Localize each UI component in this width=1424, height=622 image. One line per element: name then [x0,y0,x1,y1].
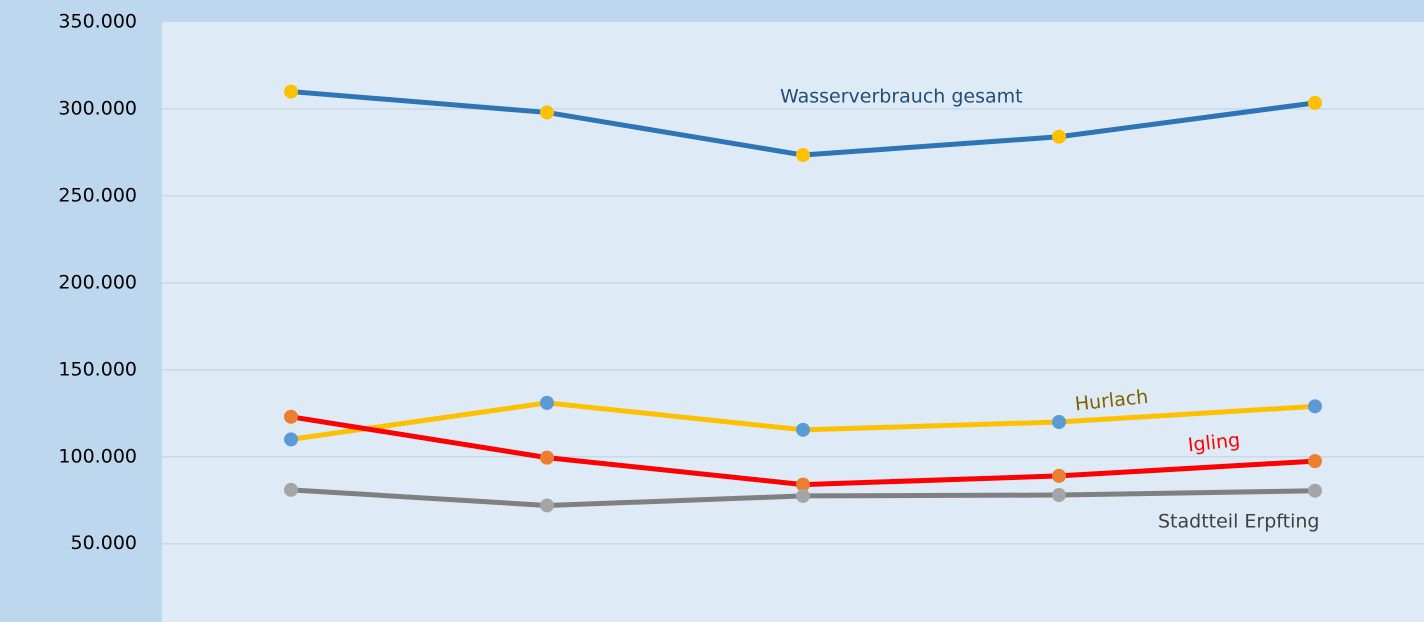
point [796,477,810,492]
y-tick-label: 300.000 [58,97,137,119]
point [284,409,298,424]
point [1308,483,1322,498]
point [796,488,810,503]
point [540,498,554,513]
point [1308,454,1322,469]
y-tick-label: 250.000 [58,184,137,206]
point [1308,95,1322,110]
series-label: Wasserverbrauch gesamt [780,86,1023,108]
point [796,148,810,163]
point [284,482,298,497]
point [1052,129,1066,144]
plot-area [162,22,1424,622]
point [540,450,554,465]
y-tick-label: 100.000 [58,445,137,467]
y-tick-label: 350.000 [58,11,137,33]
y-tick-label: 150.000 [58,358,137,380]
point [284,84,298,99]
point [796,422,810,437]
series-label: Stadtteil Erpfting [1158,511,1319,533]
point [284,432,298,447]
point [540,105,554,120]
point [540,395,554,410]
point [1308,399,1322,414]
point [1052,468,1066,483]
point [1052,415,1066,429]
series-label: Igling [1187,429,1241,456]
y-tick-label: 50.000 [71,532,137,554]
y-tick-label: 200.000 [58,271,137,293]
point [1052,488,1066,503]
